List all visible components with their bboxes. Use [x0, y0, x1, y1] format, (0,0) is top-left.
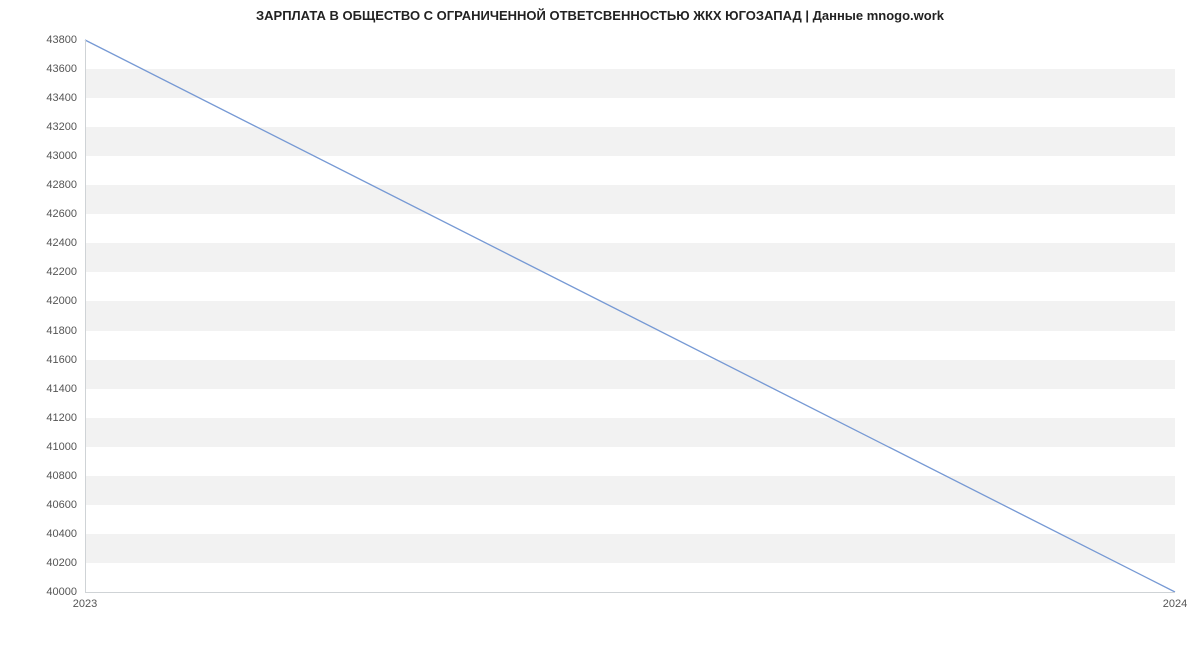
y-tick-label: 42200: [46, 266, 85, 278]
salary-line-chart: ЗАРПЛАТА В ОБЩЕСТВО С ОГРАНИЧЕННОЙ ОТВЕТ…: [0, 0, 1200, 650]
y-tick-label: 41600: [46, 354, 85, 366]
y-tick-label: 40800: [46, 470, 85, 482]
line-layer: [85, 40, 1175, 592]
x-tick-label: 2024: [1163, 592, 1187, 610]
chart-title: ЗАРПЛАТА В ОБЩЕСТВО С ОГРАНИЧЕННОЙ ОТВЕТ…: [0, 8, 1200, 23]
y-tick-label: 42600: [46, 208, 85, 220]
y-tick-label: 40200: [46, 557, 85, 569]
series-line: [85, 40, 1175, 592]
y-axis-line: [85, 40, 86, 592]
y-tick-label: 40400: [46, 528, 85, 540]
y-tick-label: 42400: [46, 237, 85, 249]
y-tick-label: 41800: [46, 325, 85, 337]
y-tick-label: 43400: [46, 92, 85, 104]
y-tick-label: 43200: [46, 121, 85, 133]
y-tick-label: 42000: [46, 295, 85, 307]
y-tick-label: 43600: [46, 63, 85, 75]
y-tick-label: 41400: [46, 383, 85, 395]
y-tick-label: 41200: [46, 412, 85, 424]
y-tick-label: 43000: [46, 150, 85, 162]
x-tick-label: 2023: [73, 592, 97, 610]
plot-area: 4000040200404004060040800410004120041400…: [85, 40, 1175, 592]
y-tick-label: 41000: [46, 441, 85, 453]
y-tick-label: 43800: [46, 34, 85, 46]
y-tick-label: 40600: [46, 499, 85, 511]
y-tick-label: 42800: [46, 179, 85, 191]
x-axis-line: [85, 592, 1175, 593]
